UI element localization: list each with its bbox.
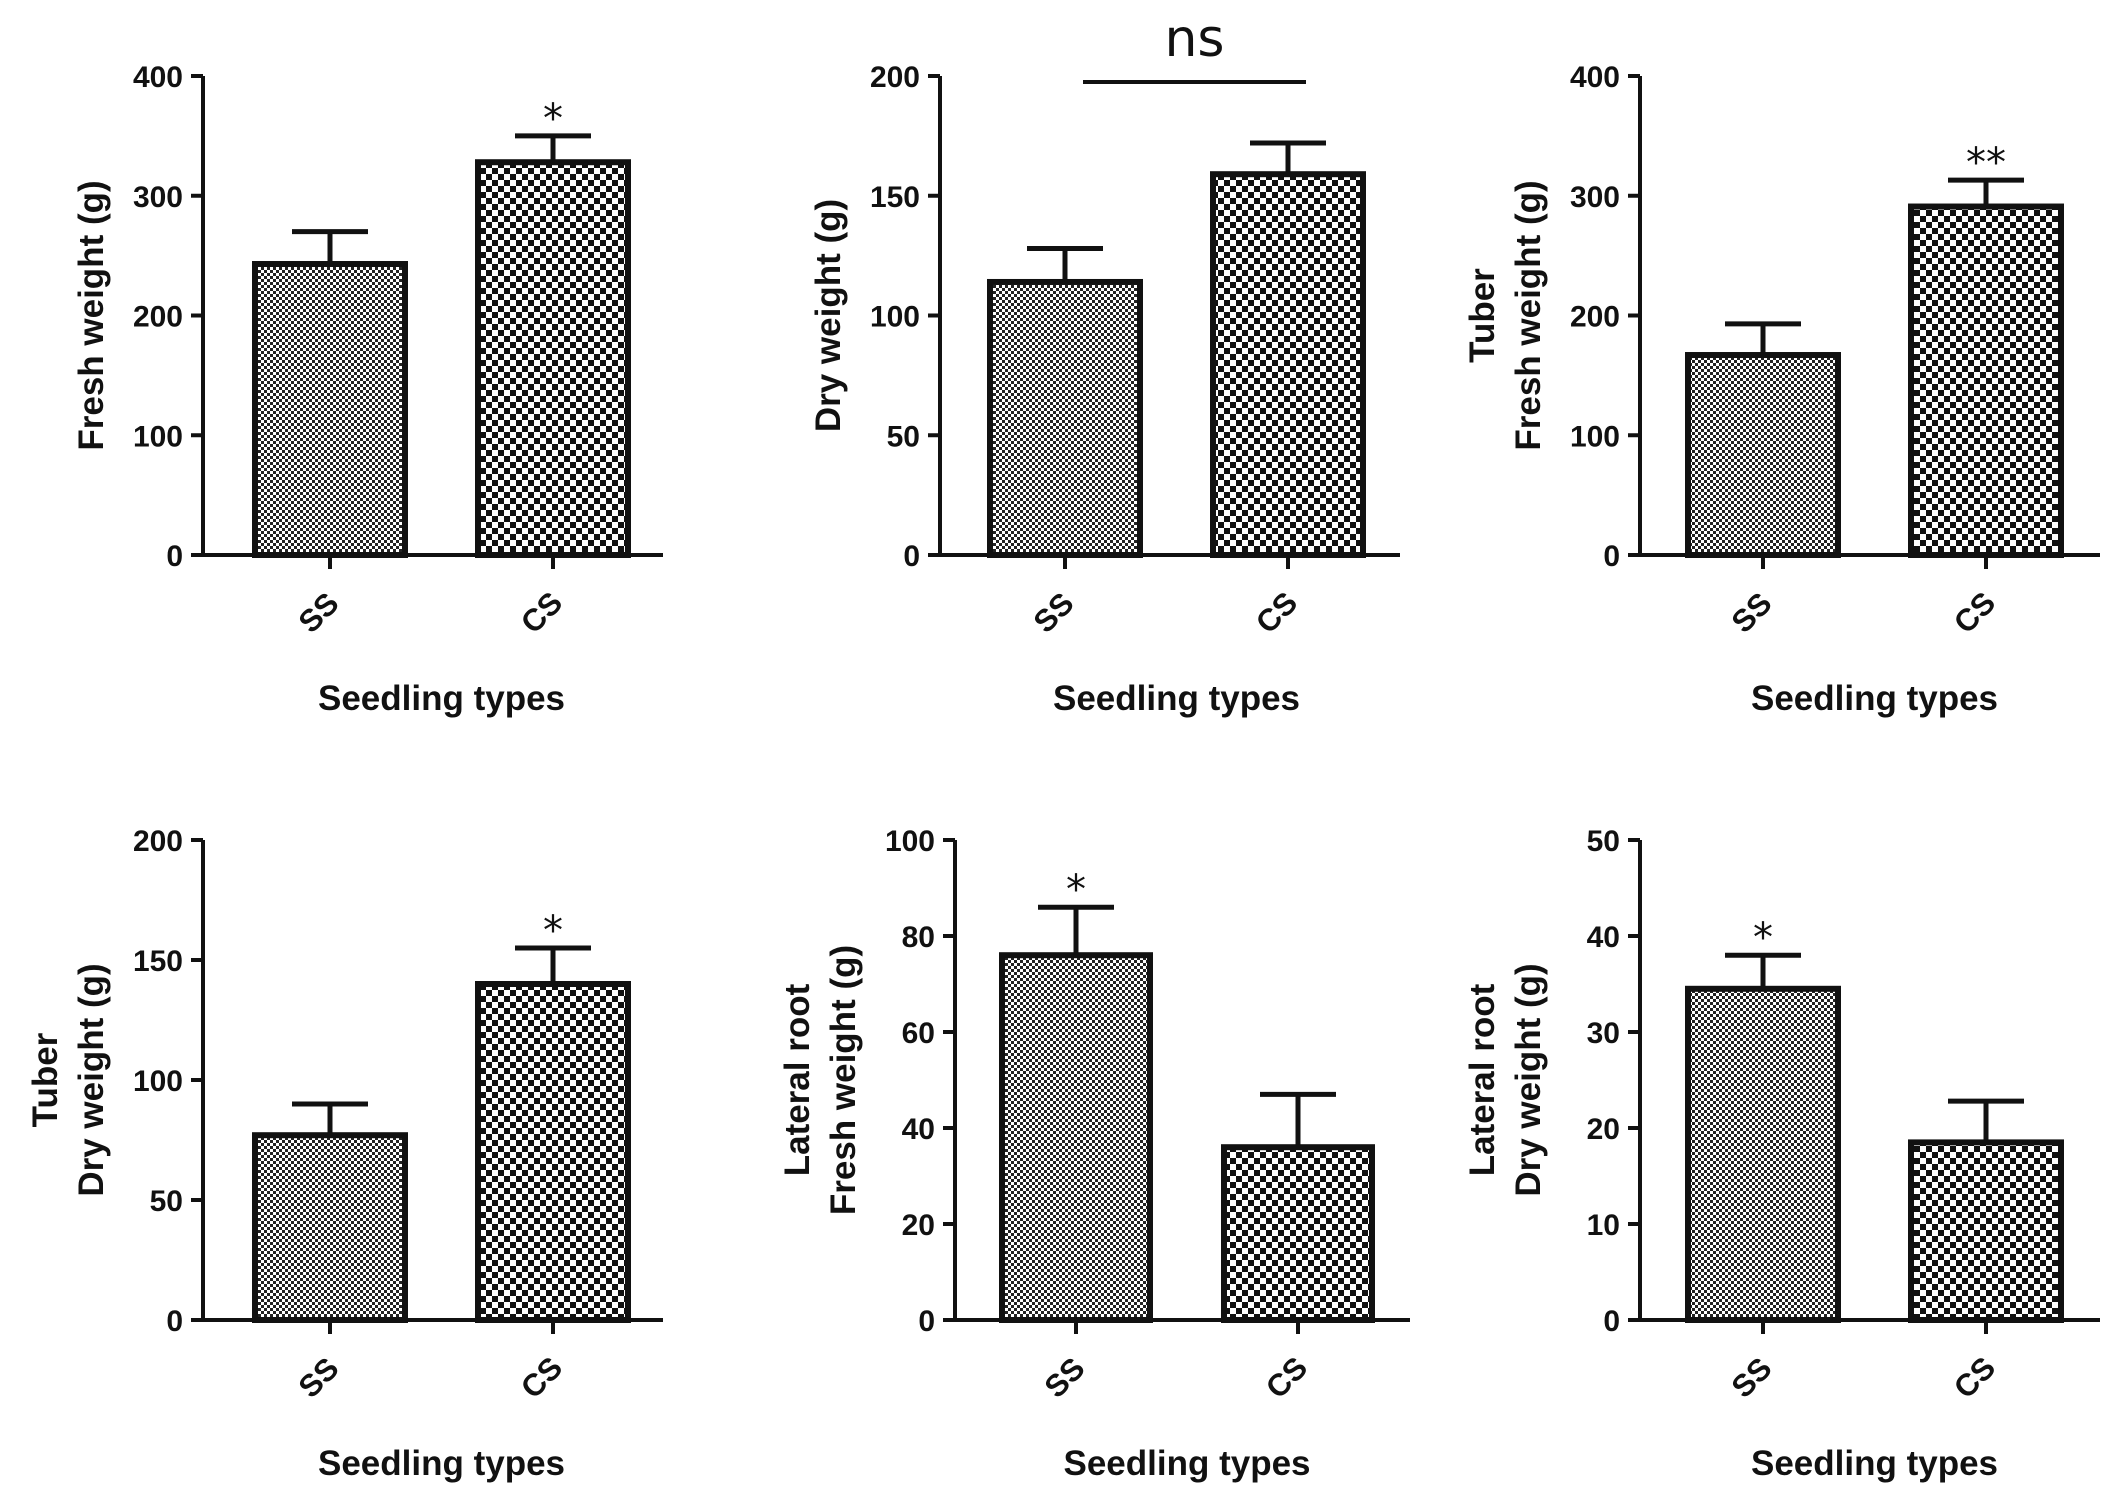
x-tick-label: SS — [292, 1351, 346, 1405]
chart-panel-5: 0 20 40 60 80 100 SS * CS Seedling types Lateral r… — [778, 825, 1410, 1483]
y-tick-label: 100 — [870, 301, 920, 334]
y-tick-label: 0 — [1603, 540, 1620, 573]
y-tick-label: 50 — [150, 1185, 183, 1218]
y-tick-label: 100 — [133, 1065, 183, 1098]
y-tick-label: 40 — [1587, 921, 1620, 954]
chart-panel-1: 0 100 200 300 400 SS CS * Seedling types Fresh we… — [72, 61, 663, 718]
y-tick-label: 20 — [902, 1209, 935, 1242]
x-tick-label: SS — [292, 586, 346, 640]
y-tick-label: 100 — [1570, 420, 1620, 453]
y-tick-label: 200 — [133, 825, 183, 858]
x-tick-label: CS — [514, 1350, 569, 1405]
bar-ss — [999, 952, 1153, 1323]
bar-ss — [1685, 985, 1841, 1323]
y-axis-title: Fresh weight (g) — [824, 945, 863, 1215]
x-tick-label: SS — [1038, 1351, 1092, 1405]
y-axis-title: Fresh weight (g) — [1509, 180, 1548, 450]
significance-marker: * — [1753, 915, 1773, 961]
y-tick-label: 300 — [1570, 181, 1620, 214]
y-tick-label: 30 — [1587, 1017, 1620, 1050]
y-tick-label: 150 — [133, 945, 183, 978]
x-tick-label: CS — [1947, 585, 2002, 640]
x-tick-label: CS — [1259, 1350, 1314, 1405]
x-tick-label: SS — [1725, 1351, 1779, 1405]
y-tick-label: 300 — [133, 181, 183, 214]
x-tick-label: SS — [1027, 586, 1081, 640]
x-tick-label: SS — [1725, 586, 1779, 640]
y-axis-title: Dry weight (g) — [1509, 963, 1548, 1196]
bar-ss — [252, 261, 408, 558]
x-tick-label: CS — [1947, 1350, 2002, 1405]
x-tick-label: CS — [1249, 585, 1304, 640]
y-axis-title: Tuber — [1463, 268, 1502, 363]
y-axis-title: Tuber — [26, 1032, 65, 1127]
y-axis-title: Dry weight (g) — [809, 199, 848, 432]
y-tick-label: 10 — [1587, 1209, 1620, 1242]
x-axis-title: Seedling types — [318, 1444, 565, 1483]
bar-cs — [475, 159, 631, 558]
significance-marker: * — [543, 96, 563, 142]
y-tick-label: 80 — [902, 921, 935, 954]
y-tick-label: 0 — [166, 1305, 183, 1338]
comparison-label: ns — [1164, 9, 1224, 69]
y-tick-label: 200 — [870, 61, 920, 94]
y-tick-label: 100 — [133, 420, 183, 453]
bar-ss — [987, 278, 1143, 558]
bar-cs — [1221, 1144, 1375, 1323]
y-tick-label: 20 — [1587, 1113, 1620, 1146]
chart-panel-4: 0 50 100 150 200 SS CS * Seedling types Tuber Dry … — [26, 825, 663, 1483]
x-tick-label: CS — [514, 585, 569, 640]
y-tick-label: 200 — [133, 301, 183, 334]
y-tick-label: 0 — [1603, 1305, 1620, 1338]
y-axis-title: Fresh weight (g) — [72, 180, 111, 450]
y-tick-label: 150 — [870, 181, 920, 214]
chart-panel-2: 0 50 100 150 200 SS CS ns Seedling types Dry weig… — [809, 9, 1400, 718]
y-tick-label: 200 — [1570, 301, 1620, 334]
chart-panel-3: 0 100 200 300 400 SS CS ** Seedling types Tuber Fr… — [1463, 61, 2100, 718]
y-tick-label: 400 — [133, 61, 183, 94]
x-axis-title: Seedling types — [1053, 679, 1300, 718]
y-tick-label: 40 — [902, 1113, 935, 1146]
x-axis-title: Seedling types — [1751, 679, 1998, 718]
y-tick-label: 100 — [885, 825, 935, 858]
y-tick-label: 50 — [1587, 825, 1620, 858]
significance-marker: ** — [1966, 140, 2006, 186]
x-axis-title: Seedling types — [1751, 1444, 1998, 1483]
significance-marker: * — [543, 908, 563, 954]
y-tick-label: 400 — [1570, 61, 1620, 94]
bar-ss — [252, 1132, 408, 1323]
bar-cs — [475, 981, 631, 1323]
y-tick-label: 50 — [887, 420, 920, 453]
bar-cs — [1908, 203, 2064, 558]
y-axis-title: Lateral root — [778, 983, 817, 1176]
bar-cs — [1908, 1139, 2064, 1324]
y-axis-title: Lateral root — [1463, 983, 1502, 1176]
y-tick-label: 0 — [903, 540, 920, 573]
y-tick-label: 0 — [918, 1305, 935, 1338]
bar-cs — [1210, 171, 1366, 558]
significance-marker: * — [1066, 867, 1086, 913]
chart-panel-6: 0 10 20 30 40 50 SS * CS Seedling types Lateral ro… — [1463, 825, 2100, 1483]
y-tick-label: 60 — [902, 1017, 935, 1050]
y-axis-title: Dry weight (g) — [72, 963, 111, 1196]
x-axis-title: Seedling types — [1063, 1444, 1310, 1483]
x-axis-title: Seedling types — [318, 679, 565, 718]
bar-ss — [1685, 352, 1841, 558]
y-tick-label: 0 — [166, 540, 183, 573]
